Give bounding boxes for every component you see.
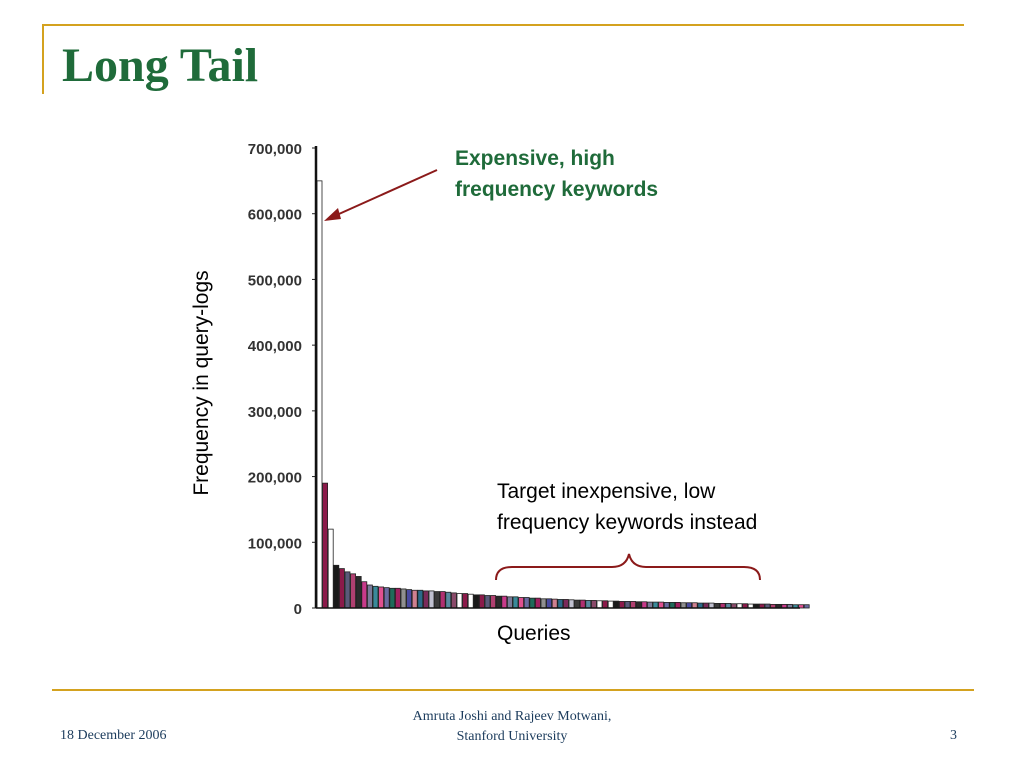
footer-author: Amruta Joshi and Rajeev Motwani, Stanfor… xyxy=(332,707,692,747)
frame-top-rule xyxy=(42,24,964,26)
bar xyxy=(333,564,340,609)
bar xyxy=(406,589,413,609)
bar xyxy=(327,528,334,609)
bar xyxy=(540,598,547,609)
bar xyxy=(344,571,351,609)
bar xyxy=(557,599,564,609)
slide-title: Long Tail xyxy=(62,39,259,92)
head-annotation-line-2: frequency keywords xyxy=(455,178,659,201)
bar xyxy=(428,590,435,609)
bar xyxy=(434,591,441,609)
bar xyxy=(663,602,670,609)
tail-annotation: Target inexpensive, low frequency keywor… xyxy=(497,476,827,538)
bar xyxy=(523,597,530,609)
head-annotation-line-1: Expensive, high xyxy=(455,147,615,170)
page-number: 3 xyxy=(950,728,957,743)
bar xyxy=(607,600,614,609)
y-tick-label: 300,000 xyxy=(248,404,302,421)
bar xyxy=(686,602,692,609)
head-arrow-shaft xyxy=(329,169,438,219)
y-tick-label: 0 xyxy=(294,601,302,618)
y-tick-label: 100,000 xyxy=(248,535,302,552)
bar xyxy=(630,601,636,609)
bar xyxy=(422,590,429,609)
bar xyxy=(691,602,698,609)
bar xyxy=(394,587,401,609)
bar xyxy=(602,600,608,609)
bar xyxy=(591,600,597,609)
bar xyxy=(467,593,474,609)
frame-left-rule xyxy=(42,24,44,94)
tail-annotation-line-1: Target inexpensive, low xyxy=(497,480,716,503)
bar xyxy=(411,589,418,609)
bar xyxy=(338,568,345,609)
y-tick-label: 500,000 xyxy=(248,272,302,289)
bar xyxy=(473,594,480,609)
bar xyxy=(529,597,536,609)
bar xyxy=(445,591,452,609)
bar xyxy=(613,600,620,609)
y-axis-label: Frequency in query-logs xyxy=(190,270,213,496)
bar xyxy=(355,576,362,609)
bar xyxy=(439,591,446,609)
bar xyxy=(585,600,592,609)
bar xyxy=(350,573,357,609)
bar xyxy=(501,595,508,609)
y-tick-label: 400,000 xyxy=(248,338,302,355)
bar xyxy=(798,604,804,609)
bar xyxy=(361,581,368,609)
bar xyxy=(383,587,390,609)
bar xyxy=(535,597,541,609)
bar xyxy=(619,601,625,609)
head-annotation: Expensive, high frequency keywords xyxy=(455,143,755,205)
bar xyxy=(512,596,519,609)
bar xyxy=(417,589,424,609)
bar xyxy=(506,596,513,609)
bar xyxy=(490,595,497,609)
bar xyxy=(322,482,329,609)
bar xyxy=(478,594,485,609)
bar xyxy=(484,595,491,609)
y-tick-label: 700,000 xyxy=(248,141,302,158)
bar xyxy=(378,586,385,609)
head-arrow-tip xyxy=(324,208,341,221)
tail-annotation-line-2: frequency keywords instead xyxy=(497,511,758,534)
bar xyxy=(546,598,552,609)
bar xyxy=(596,600,603,609)
bar xyxy=(400,588,407,609)
bar xyxy=(579,599,586,609)
bar xyxy=(316,180,323,609)
bar xyxy=(366,584,373,609)
bar xyxy=(652,601,659,609)
footer-date: 18 December 2006 xyxy=(60,728,167,743)
bar xyxy=(495,595,502,609)
bar xyxy=(680,602,687,609)
y-tick-label: 200,000 xyxy=(248,470,302,487)
bar xyxy=(624,601,631,609)
bar xyxy=(450,592,457,609)
bar xyxy=(456,593,463,609)
bar xyxy=(389,587,396,609)
bar xyxy=(635,601,642,609)
bar xyxy=(574,599,580,609)
bar xyxy=(641,601,648,609)
bar xyxy=(372,585,379,609)
bar xyxy=(518,597,524,609)
y-tick-label: 600,000 xyxy=(248,207,302,224)
bar xyxy=(675,602,681,609)
footer-rule xyxy=(52,689,974,691)
x-axis-label: Queries xyxy=(497,622,571,645)
bar xyxy=(568,599,575,609)
bar xyxy=(551,598,558,609)
bar xyxy=(658,601,664,609)
footer-author-line-1: Amruta Joshi and Rajeev Motwani, xyxy=(412,709,612,724)
footer-author-line-2: Stanford University xyxy=(456,729,568,744)
bar xyxy=(462,593,469,609)
bar xyxy=(647,601,653,609)
bar xyxy=(563,599,569,609)
bar xyxy=(669,602,676,609)
tail-brace xyxy=(495,553,761,581)
bar xyxy=(803,604,810,609)
